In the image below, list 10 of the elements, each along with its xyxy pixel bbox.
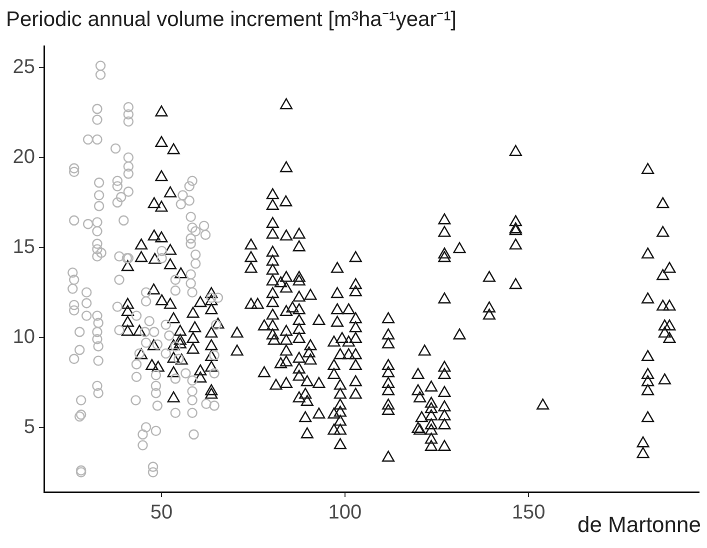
y-tick-label: 25 xyxy=(12,56,35,78)
y-tick-label: 20 xyxy=(12,146,35,168)
x-tick-label: 100 xyxy=(328,502,362,524)
x-tick-label: 150 xyxy=(512,502,546,524)
chart-title: Periodic annual volume increment [m³ha⁻¹year⁻¹] xyxy=(6,7,457,32)
y-tick-label: 5 xyxy=(24,416,35,438)
y-tick-label: 10 xyxy=(12,326,35,348)
y-tick-label: 15 xyxy=(12,236,35,258)
x-tick-label: 50 xyxy=(150,502,173,524)
x-axis-title: de Martonne xyxy=(577,512,701,538)
